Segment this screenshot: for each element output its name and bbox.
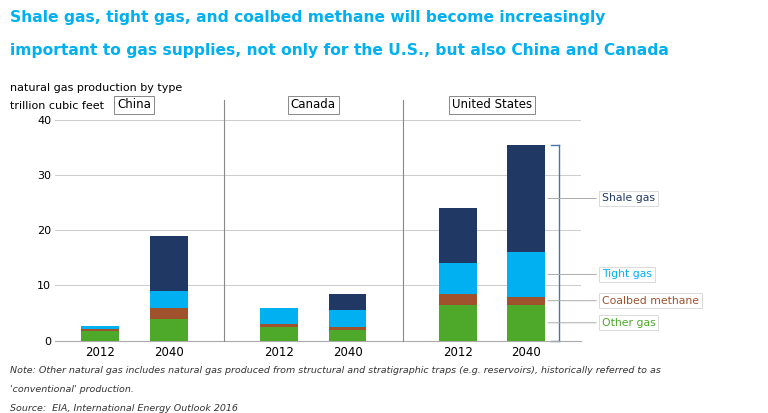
Bar bbox=[150, 236, 187, 291]
Text: Tight gas: Tight gas bbox=[548, 269, 652, 280]
Bar bbox=[439, 305, 476, 341]
Bar bbox=[508, 145, 545, 252]
Text: natural gas production by type: natural gas production by type bbox=[10, 83, 182, 93]
Bar bbox=[260, 308, 298, 324]
Text: China: China bbox=[118, 98, 151, 112]
Bar bbox=[81, 331, 119, 341]
Text: Canada: Canada bbox=[290, 98, 336, 112]
Text: United States: United States bbox=[452, 98, 532, 112]
Bar bbox=[508, 297, 545, 305]
Bar bbox=[439, 294, 476, 305]
Bar bbox=[81, 329, 119, 331]
Bar bbox=[508, 305, 545, 341]
Bar bbox=[439, 208, 476, 263]
Bar bbox=[329, 310, 366, 327]
Bar bbox=[329, 327, 366, 330]
Text: Shale gas: Shale gas bbox=[548, 193, 655, 204]
Text: Other gas: Other gas bbox=[548, 318, 656, 328]
Text: trillion cubic feet: trillion cubic feet bbox=[10, 101, 104, 111]
Bar bbox=[260, 324, 298, 327]
Text: Source:  EIA, International Energy Outlook 2016: Source: EIA, International Energy Outloo… bbox=[10, 404, 238, 413]
Text: important to gas supplies, not only for the U.S., but also China and Canada: important to gas supplies, not only for … bbox=[10, 43, 669, 58]
Text: Coalbed methane: Coalbed methane bbox=[548, 296, 699, 306]
Bar bbox=[508, 252, 545, 297]
Bar bbox=[81, 326, 119, 329]
Bar bbox=[260, 327, 298, 341]
Text: 'conventional' production.: 'conventional' production. bbox=[10, 385, 134, 394]
Bar bbox=[329, 330, 366, 341]
Text: Note: Other natural gas includes natural gas produced from structural and strati: Note: Other natural gas includes natural… bbox=[10, 366, 660, 375]
Text: Shale gas, tight gas, and coalbed methane will become increasingly: Shale gas, tight gas, and coalbed methan… bbox=[10, 10, 605, 25]
Bar bbox=[150, 291, 187, 308]
Bar bbox=[150, 308, 187, 319]
Bar bbox=[150, 319, 187, 341]
Bar bbox=[439, 263, 476, 294]
Bar bbox=[329, 294, 366, 310]
